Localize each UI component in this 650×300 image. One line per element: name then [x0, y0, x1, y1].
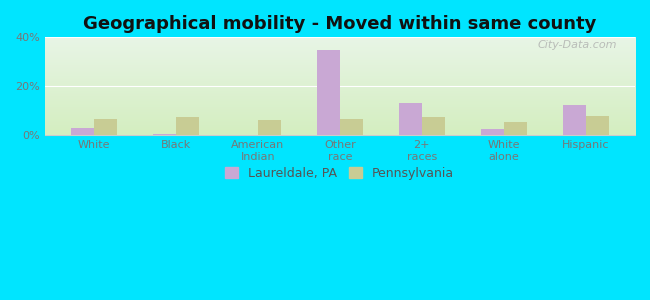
Bar — [94, 119, 117, 135]
Bar — [504, 122, 526, 135]
Bar — [340, 119, 363, 135]
Bar — [153, 134, 176, 135]
Legend: Laureldale, PA, Pennsylvania: Laureldale, PA, Pennsylvania — [226, 167, 454, 180]
Text: City-Data.com: City-Data.com — [538, 40, 618, 50]
Bar — [481, 129, 504, 135]
Bar — [176, 117, 199, 135]
Bar — [258, 121, 281, 135]
Bar — [422, 117, 445, 135]
Bar — [71, 128, 94, 135]
Bar — [586, 116, 609, 135]
Bar — [317, 50, 340, 135]
Title: Geographical mobility - Moved within same county: Geographical mobility - Moved within sam… — [83, 15, 597, 33]
Bar — [563, 105, 586, 135]
Bar — [399, 103, 422, 135]
